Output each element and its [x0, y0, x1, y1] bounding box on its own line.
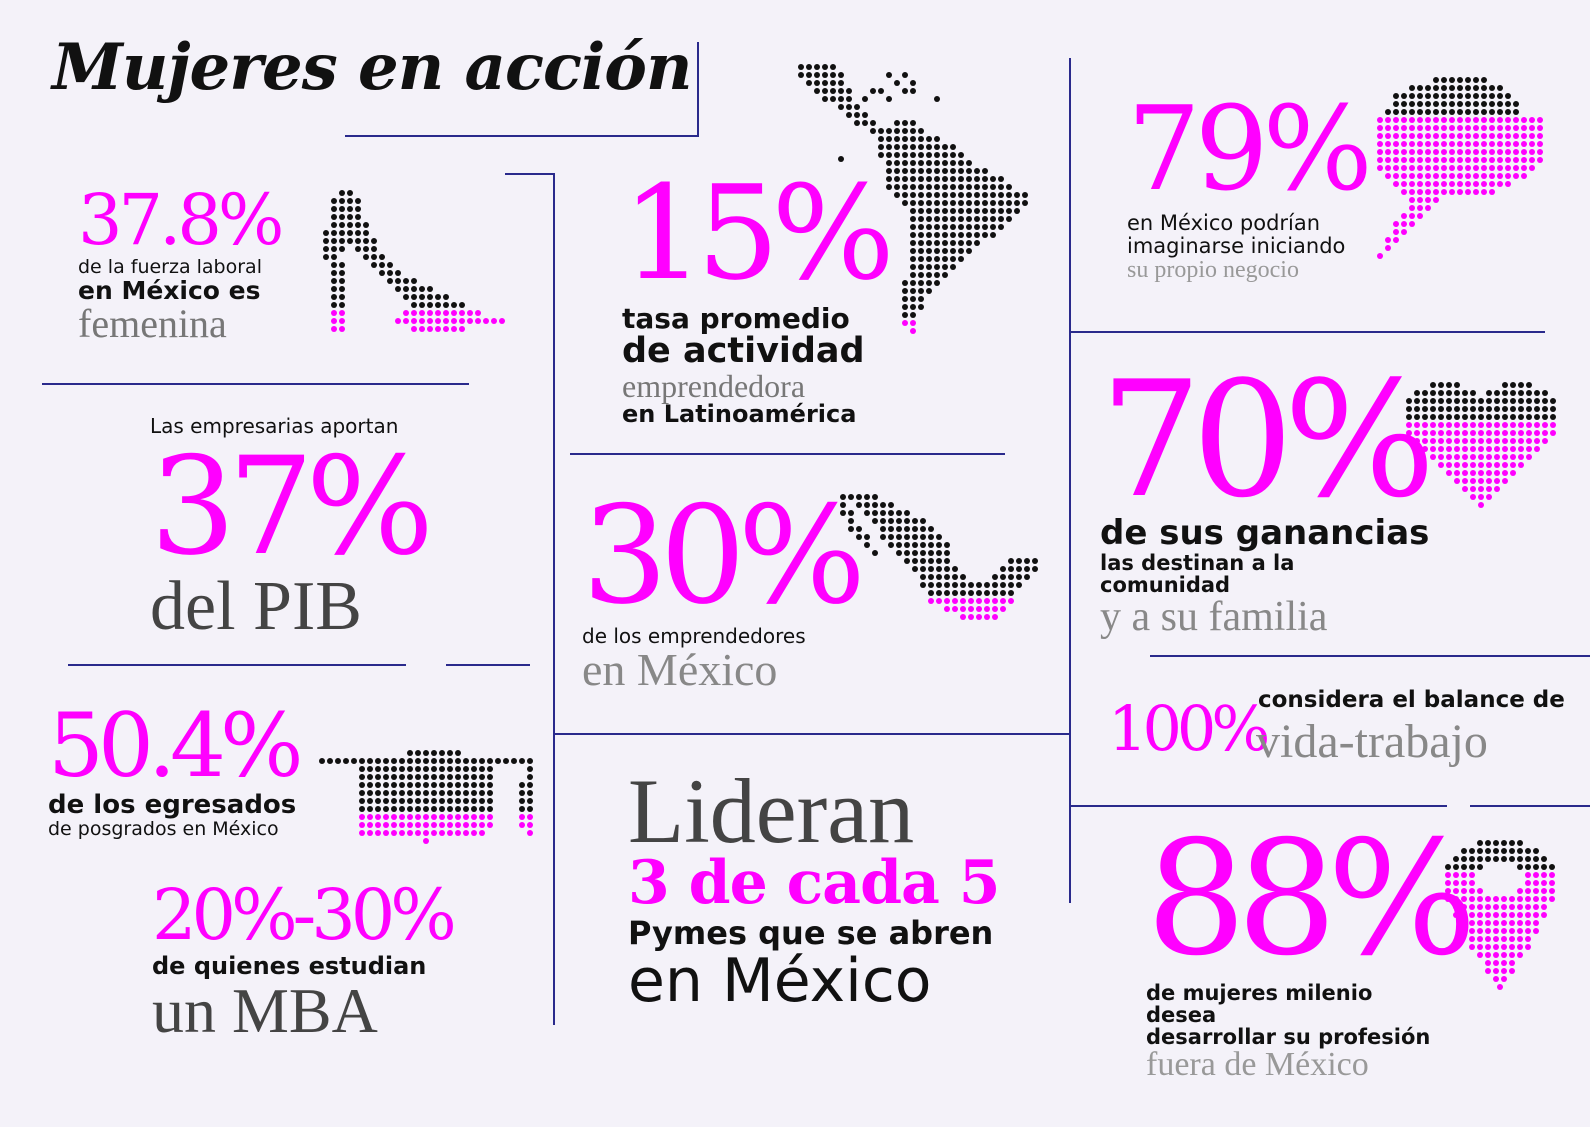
stat-30-line2: en México: [582, 644, 778, 695]
stat-100-value: 100%: [1108, 692, 1270, 765]
stat-70-line2: las destinan a la comunidad: [1100, 550, 1295, 597]
stat-15-line1: tasa promedio: [622, 302, 850, 335]
stat-100-line2: vida-trabajo: [1256, 715, 1488, 768]
stat-88-line2: desarrollar su profesión: [1146, 1025, 1431, 1050]
lideran-line2: 3 de cada 5: [628, 848, 1001, 918]
stat-100-block: 100% considera el balance de vida-trabaj…: [1108, 688, 1578, 768]
divider-left-1: [42, 383, 469, 385]
brain-icon: [1377, 77, 1543, 259]
divider-right-2: [1150, 655, 1590, 657]
divider-col1-vertical: [553, 173, 555, 1025]
stat-79-line3: su propio negocio: [1127, 257, 1299, 284]
stat-15-line3: emprendedora: [622, 368, 806, 405]
divider-right-1: [1069, 331, 1545, 333]
stat-70-line1: de sus ganancias: [1100, 513, 1430, 553]
lideran-line1: Lideran: [628, 760, 915, 862]
stat-15-line2: de actividad: [622, 331, 865, 372]
stat-504-line1: de los egresados: [48, 790, 297, 820]
stat-88-block: 88% de mujeres milenio desea desarrollar…: [1146, 807, 1477, 1084]
stat-30-value: 30%: [582, 477, 866, 634]
stat-378-line2: en México es: [78, 275, 261, 305]
divider-left-3: [446, 664, 530, 666]
stat-37-pre: Las empresarias aportan: [150, 414, 399, 438]
stat-30-line1: de los emprendedores: [582, 624, 806, 648]
stat-504-block: 50.4% de los egresados de posgrados en M…: [48, 702, 338, 840]
stat-79-value: 79%: [1127, 82, 1373, 217]
stat-504-value: 50.4%: [48, 694, 304, 797]
stat-2030-line1: de quienes estudian: [152, 952, 427, 980]
stat-37-block: Las empresarias aportan 37% del PIB: [150, 415, 450, 641]
stat-15-value: 15%: [622, 157, 895, 309]
stat-2030-value: 20%-30%: [152, 874, 457, 956]
stat-88-line3: fuera de México: [1146, 1046, 1369, 1084]
stat-100-line1: considera el balance de: [1258, 687, 1565, 713]
stat-15-line4: en Latinoamérica: [622, 400, 857, 429]
page-title: Mujeres en acción: [52, 30, 692, 105]
mexico-map-icon: [840, 494, 1038, 620]
stat-37-post: del PIB: [150, 568, 362, 645]
divider-mid-2: [553, 733, 1071, 735]
heart-icon: [1406, 382, 1556, 508]
divider-mid-1: [570, 453, 1005, 455]
stat-378-value: 37.8%: [78, 179, 284, 261]
stat-378-block: 37.8% de la fuerza laboral en México es …: [78, 185, 308, 344]
stat-70-line3: y a su familia: [1100, 593, 1328, 640]
stat-378-line3: femenina: [78, 301, 227, 347]
graduation-cap-icon: [319, 750, 533, 844]
divider-col1-top: [505, 173, 555, 175]
divider-title-vertical: [697, 42, 699, 137]
stat-79-line1: en México podrían: [1127, 211, 1321, 235]
stat-378-line1: de la fuerza laboral: [78, 256, 262, 278]
lideran-line4: en México: [628, 945, 932, 1016]
stat-79-block: 79% en México podrían imaginarse inician…: [1127, 92, 1377, 283]
divider-right-4: [1470, 805, 1590, 807]
high-heel-icon: [323, 190, 505, 332]
stat-88-line1: de mujeres milenio desea: [1146, 981, 1373, 1028]
lideran-line3: Pymes que se abren: [628, 914, 994, 952]
stat-70-block: 70% de sus ganancias las destinan a la c…: [1100, 346, 1436, 640]
stat-88-value: 88%: [1146, 807, 1477, 991]
stat-30-block: 30% de los emprendedores en México: [582, 477, 866, 695]
divider-col2-vertical: [1069, 58, 1071, 903]
stat-2030-line2: un MBA: [152, 975, 378, 1047]
stat-504-line2: de posgrados en México: [48, 818, 279, 841]
location-pin-icon: [1445, 840, 1555, 990]
divider-left-2: [68, 664, 406, 666]
stat-79-line2: imaginarse iniciando: [1127, 234, 1346, 259]
stat-15-block: 15% tasa promedio de actividad emprended…: [622, 157, 895, 429]
latin-america-map-icon: [798, 64, 1028, 334]
lideran-block: Lideran 3 de cada 5 Pymes que se abren e…: [628, 765, 1008, 1011]
divider-right-3: [1069, 805, 1447, 807]
stat-37-value: 37%: [150, 428, 434, 585]
divider-title-horizontal: [345, 135, 698, 137]
stat-2030-block: 20%-30% de quienes estudian un MBA: [152, 874, 457, 1047]
stat-70-value: 70%: [1100, 346, 1436, 533]
